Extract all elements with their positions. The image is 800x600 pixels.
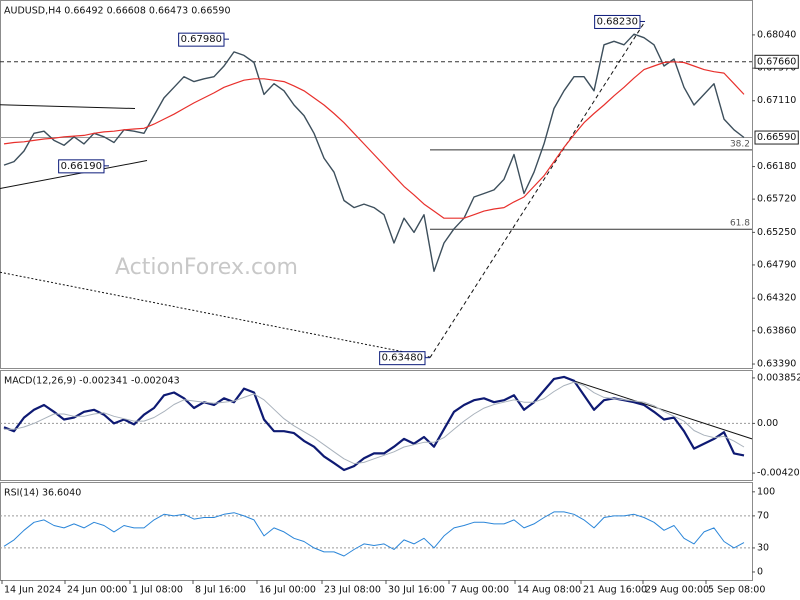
panel-title: RSI(14) 36.6040 xyxy=(4,488,81,499)
trend-line xyxy=(429,21,646,358)
x-tick-label: 1 Jul 08:00 xyxy=(132,585,183,596)
rsi-panel xyxy=(0,482,753,581)
x-tick-label: 14 Jun 2024 xyxy=(4,585,61,596)
trend-line xyxy=(0,160,148,189)
annotation-label: 0.66190 xyxy=(61,161,102,172)
price-label: 0.66590 xyxy=(757,132,796,143)
y-tick-label: 0.63390 xyxy=(757,359,796,370)
annotation-label: 0.63480 xyxy=(382,353,423,364)
x-tick-label: 30 Jul 16:00 xyxy=(388,585,445,596)
panel-title: AUDUSD,H4 0.66492 0.66608 0.66473 0.6659… xyxy=(4,6,231,17)
y-tick-label: 0.00 xyxy=(757,418,778,429)
label-box xyxy=(379,351,426,366)
series-line xyxy=(4,381,745,465)
x-tick-label: 14 Aug 08:00 xyxy=(517,585,581,596)
label-box xyxy=(754,54,799,69)
y-tick-label: -0.004204 xyxy=(757,468,800,479)
trend-line xyxy=(0,271,431,358)
series-line xyxy=(3,33,745,272)
x-tick-label: 7 Aug 00:00 xyxy=(451,585,509,596)
panel-title: MACD(12,26,9) -0.002341 -0.002043 xyxy=(4,376,180,387)
x-tick-label: 16 Jul 00:00 xyxy=(259,585,316,596)
label-box xyxy=(58,159,105,174)
series-line xyxy=(3,511,745,557)
price-panel xyxy=(0,0,753,369)
series-line xyxy=(3,61,745,219)
x-tick-label: 23 Jul 08:00 xyxy=(324,585,381,596)
annotation-label: 0.67980 xyxy=(181,34,222,45)
y-tick-label: 0.65720 xyxy=(757,194,796,205)
x-tick-label: 5 Sep 08:00 xyxy=(708,585,765,596)
y-tick-label: 100 xyxy=(757,486,775,497)
y-tick-label: 0 xyxy=(757,566,763,577)
y-tick-label: 70 xyxy=(757,510,769,521)
label-box xyxy=(594,14,641,29)
x-tick-label: 29 Aug 00:00 xyxy=(645,585,709,596)
x-tick-label: 8 Jul 16:00 xyxy=(195,585,246,596)
x-tick-label: 21 Aug 16:00 xyxy=(583,585,647,596)
y-tick-label: 0.64790 xyxy=(757,259,796,270)
fib-label: 38.2 xyxy=(730,139,750,149)
label-box xyxy=(178,32,225,47)
y-tick-label: 0.64320 xyxy=(757,293,796,304)
y-tick-label: 30 xyxy=(757,542,769,553)
price-label: 0.67660 xyxy=(757,56,796,67)
trend-line xyxy=(0,104,136,110)
y-tick-label: 0.63860 xyxy=(757,325,796,336)
annotation-label: 0.68230 xyxy=(597,16,638,27)
y-tick-label: 0.67110 xyxy=(757,95,796,106)
macd-panel xyxy=(0,370,753,481)
y-tick-label: 0.68040 xyxy=(757,29,796,40)
fib-label: 61.8 xyxy=(730,219,750,229)
y-tick-label: 0.003852 xyxy=(757,372,800,383)
y-tick-label: 0.65250 xyxy=(757,227,796,238)
watermark: ActionForex.com xyxy=(115,255,298,280)
x-tick-label: 24 Jun 00:00 xyxy=(67,585,127,596)
y-tick-label: 0.66180 xyxy=(757,161,796,172)
label-box xyxy=(754,130,799,145)
